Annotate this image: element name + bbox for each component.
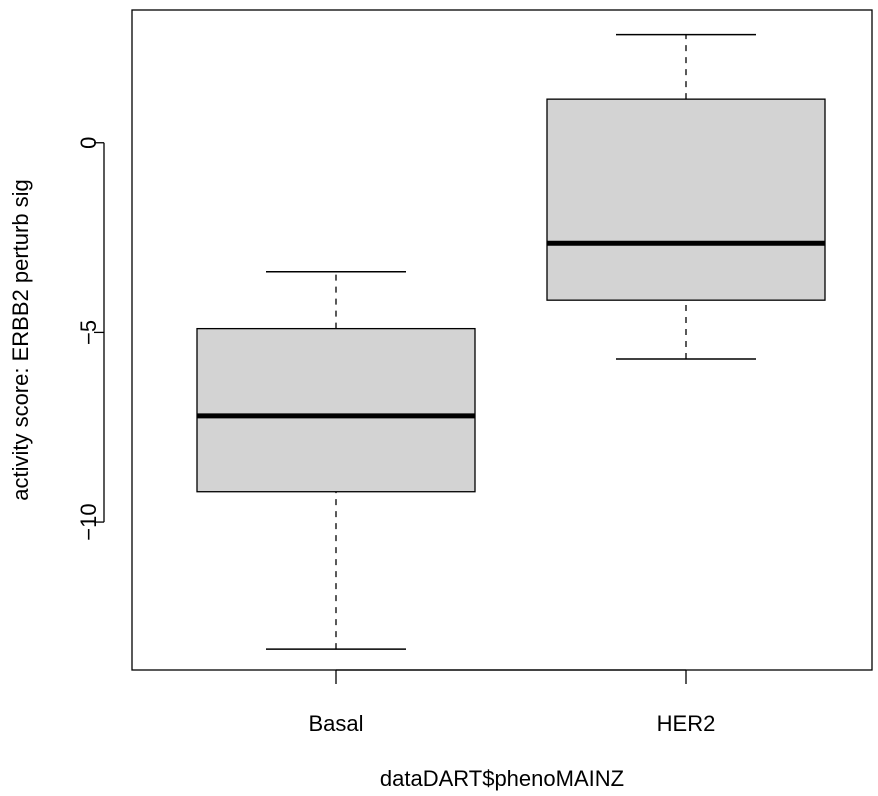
box-her2 [546,33,826,360]
y-axis: 0 −5 −10 [76,137,105,541]
x-tick-label: Basal [308,711,363,736]
y-tick-label: −5 [76,320,101,345]
boxes [196,33,826,650]
y-tick-label: 0 [76,137,101,149]
x-axis-label: dataDART$phenoMAINZ [380,766,624,791]
iqr-box [196,327,476,493]
y-tick-label: −10 [76,503,101,540]
x-tick-label: HER2 [657,711,716,736]
iqr-box [546,98,826,301]
x-axis: Basal HER2 [308,669,716,736]
box-basal [196,270,476,650]
y-axis-label: activity score: ERBB2 perturb sig [8,179,33,501]
